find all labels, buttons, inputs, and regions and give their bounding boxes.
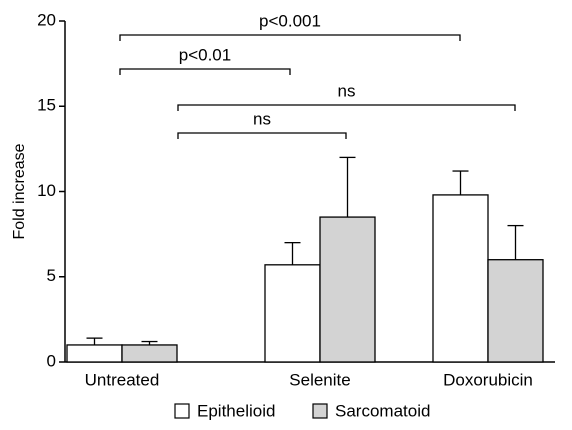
significance-label: ns <box>253 109 271 128</box>
error-bar <box>284 241 301 265</box>
significance-bracket <box>177 132 347 139</box>
error-bar <box>86 337 103 345</box>
bar <box>319 216 376 363</box>
legend-label: Epithelioid <box>197 401 275 420</box>
y-axis-label: Fold increase <box>11 143 28 239</box>
significance-bracket <box>177 104 516 111</box>
y-tick-label: 10 <box>37 181 56 200</box>
bar <box>432 194 489 363</box>
legend-swatch <box>312 403 328 419</box>
error-bar <box>141 340 158 345</box>
error-bar <box>452 170 469 195</box>
error-bar <box>339 156 356 218</box>
x-tick-label: Untreated <box>85 370 160 389</box>
bar <box>264 264 321 363</box>
bar <box>121 344 178 363</box>
legend-swatch <box>174 403 190 419</box>
significance-label: p<0.01 <box>179 45 231 64</box>
y-tick-label: 0 <box>47 351 56 370</box>
significance-bracket <box>119 34 461 41</box>
error-bar <box>507 224 524 260</box>
y-tick-label: 20 <box>37 10 56 29</box>
significance-label: p<0.001 <box>259 11 321 30</box>
significance-bracket <box>119 68 291 75</box>
y-tick-label: 5 <box>47 266 56 285</box>
legend-label: Sarcomatoid <box>335 401 430 420</box>
x-tick-label: Doxorubicin <box>443 370 533 389</box>
x-tick-label: Selenite <box>289 370 350 389</box>
y-tick-label: 15 <box>37 96 56 115</box>
bar <box>66 344 123 363</box>
significance-label: ns <box>338 81 356 100</box>
bar <box>487 259 544 363</box>
